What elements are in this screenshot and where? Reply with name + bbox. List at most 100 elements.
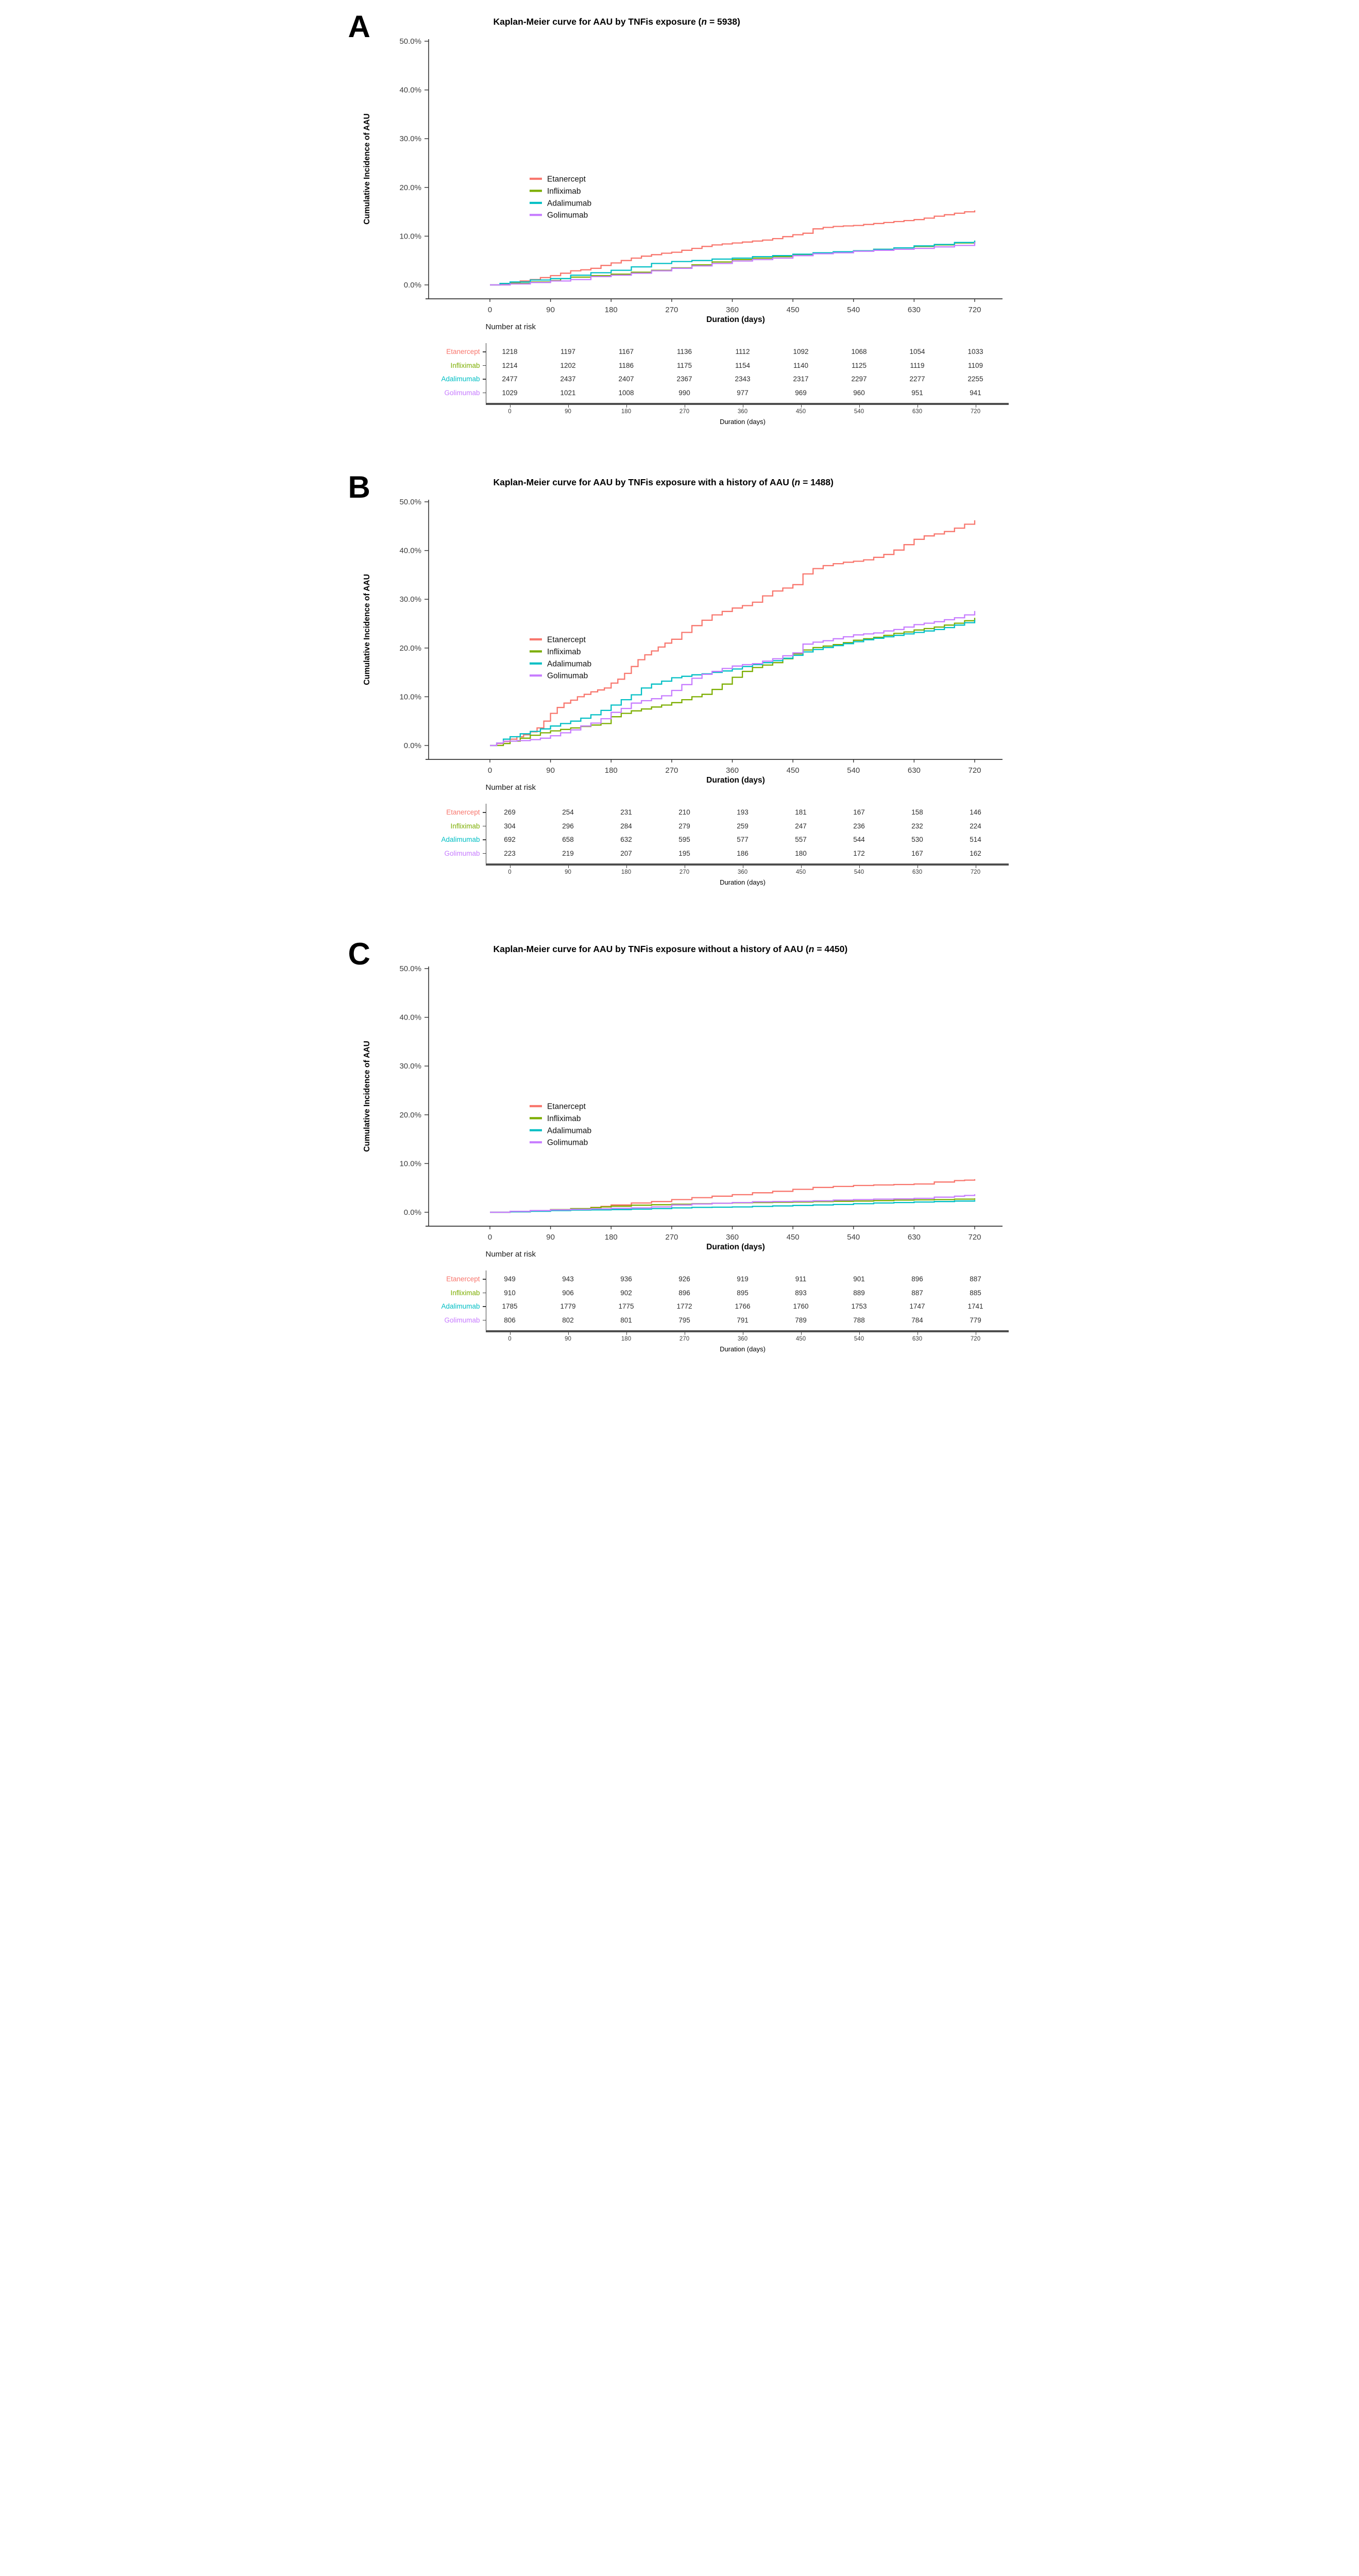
risk-value: 1175: [676, 361, 692, 369]
chart-title-n-italic: n: [794, 477, 801, 487]
risk-row-tick: [482, 392, 486, 393]
x-axis-title: Duration (days): [706, 776, 765, 785]
risk-col-tick: [684, 866, 685, 868]
x-tick-label: 450: [786, 1233, 799, 1242]
risk-value: 788: [853, 1316, 865, 1324]
risk-value: 172: [853, 849, 865, 857]
risk-row-tick: [482, 812, 486, 813]
risk-row-golimumab: Golimumab 1029 1021 1008 990 977 969 960 951 941: [340, 386, 1020, 400]
risk-value: 658: [562, 836, 574, 843]
y-tick-label: 40.0%: [399, 1013, 421, 1022]
risk-col-tick: [801, 405, 802, 408]
risk-value: 181: [795, 808, 807, 816]
risk-value: 789: [795, 1316, 807, 1324]
risk-value: 1766: [735, 1302, 751, 1310]
risk-row-label: Golimumab: [444, 849, 480, 857]
risk-col-label: 360: [737, 409, 748, 415]
y-tick-label: 20.0%: [399, 644, 421, 653]
risk-row-etanercept: Etanercept 269 254 231 210 193 181 167 158 146: [340, 806, 1020, 819]
x-tick-label: 0: [487, 1233, 491, 1242]
risk-col-tick: [742, 866, 743, 868]
chart-title-n-italic: n: [808, 944, 814, 954]
risk-col-label: 720: [970, 409, 981, 415]
x-tick-label: 360: [725, 306, 738, 314]
risk-value: 1747: [909, 1302, 925, 1310]
risk-value: 254: [562, 808, 574, 816]
series-line-adalimumab: [489, 240, 975, 286]
risk-value: 941: [970, 388, 981, 397]
series-line-etanercept: [489, 210, 975, 286]
risk-value: 1186: [618, 361, 634, 369]
risk-row-etanercept: Etanercept 949 943 936 926 919 911 901 896 887: [340, 1273, 1020, 1286]
risk-col-label: 630: [912, 1336, 923, 1342]
risk-row-tick: [482, 1292, 486, 1293]
risk-value: 1167: [618, 348, 634, 355]
chart-title-suffix: = 1488): [800, 477, 834, 487]
risk-col-label: 540: [854, 869, 864, 875]
risk-col-label: 270: [679, 1336, 690, 1342]
risk-value: 910: [504, 1289, 516, 1297]
y-tick-label: 50.0%: [399, 964, 421, 973]
risk-value: 896: [678, 1289, 690, 1297]
chart-title-suffix: = 5938): [707, 16, 740, 27]
x-tick-label: 90: [546, 1233, 555, 1242]
risk-row-label: Adalimumab: [441, 375, 480, 383]
series-line-golimumab: [489, 242, 975, 286]
risk-col-tick: [742, 1332, 743, 1335]
risk-col-tick: [568, 866, 569, 868]
x-tick-label: 90: [546, 766, 555, 775]
risk-table-a: Number at risk Etanercept 1218 1197 1167 113…: [340, 315, 1020, 431]
risk-value: 595: [678, 836, 690, 843]
series-line-adalimumab: [489, 1200, 975, 1213]
risk-col-tick: [509, 866, 511, 868]
risk-col-tick: [801, 866, 802, 868]
risk-col-label: 180: [621, 409, 632, 415]
risk-value: 1197: [560, 348, 576, 355]
chart-title-suffix: = 4450): [814, 944, 848, 954]
km-chart-b: 0.0% 10.0% 20.0% 30.0% 40.0% 50.0% 0 90 180 270 36…: [363, 498, 1003, 785]
risk-col-tick: [917, 405, 918, 408]
series-line-adalimumab: [489, 619, 975, 747]
risk-value: 146: [970, 808, 981, 816]
y-tick-label: 30.0%: [399, 595, 421, 604]
risk-col-label: 540: [854, 1336, 864, 1342]
risk-value: 1218: [502, 348, 518, 355]
risk-row-adalimumab: Adalimumab 2477 2437 2407 2367 2343 2317 2297 22…: [340, 372, 1020, 386]
risk-value: 193: [737, 808, 749, 816]
risk-value: 943: [562, 1275, 574, 1283]
risk-row-infliximab: Infliximab 1214 1202 1186 1175 1154 1140 1125 11…: [340, 359, 1020, 372]
y-tick-label: 50.0%: [399, 37, 421, 46]
risk-value: 304: [504, 822, 516, 830]
risk-value: 801: [620, 1316, 632, 1324]
x-tick-label: 180: [604, 306, 617, 314]
risk-value: 779: [970, 1316, 981, 1324]
legend-label-etanercept: Etanercept: [547, 1103, 586, 1111]
risk-row-label: Adalimumab: [441, 1302, 480, 1310]
risk-row-tick: [482, 1319, 486, 1320]
risk-value: 795: [678, 1316, 690, 1324]
risk-value: 1154: [735, 361, 751, 369]
risk-value: 186: [737, 849, 749, 857]
risk-col-label: 720: [970, 1336, 981, 1342]
y-tick-label: 30.0%: [399, 134, 421, 143]
risk-col-label: 360: [737, 869, 748, 875]
risk-col-tick: [975, 405, 976, 408]
legend-label-infliximab: Infliximab: [547, 1114, 581, 1123]
risk-value: 901: [853, 1275, 865, 1283]
x-axis-title: Duration (days): [706, 1243, 765, 1251]
x-tick-label: 180: [604, 1233, 617, 1242]
risk-table-c: Number at risk Etanercept 949 943 936 926 919…: [340, 1243, 1020, 1358]
risk-value: 269: [504, 808, 516, 816]
risk-table-heading: Number at risk: [485, 783, 536, 792]
risk-value: 223: [504, 849, 516, 857]
x-tick-label: 90: [546, 306, 555, 314]
risk-bottom-axis: [485, 403, 1009, 405]
risk-col-tick: [568, 405, 569, 408]
risk-value: 236: [853, 822, 865, 830]
risk-col-label: 450: [795, 409, 806, 415]
risk-value: 167: [853, 808, 865, 816]
risk-col-label: 180: [621, 869, 632, 875]
risk-table-heading: Number at risk: [485, 1250, 536, 1259]
risk-col-label: 0: [508, 869, 512, 875]
risk-value: 544: [853, 836, 865, 843]
